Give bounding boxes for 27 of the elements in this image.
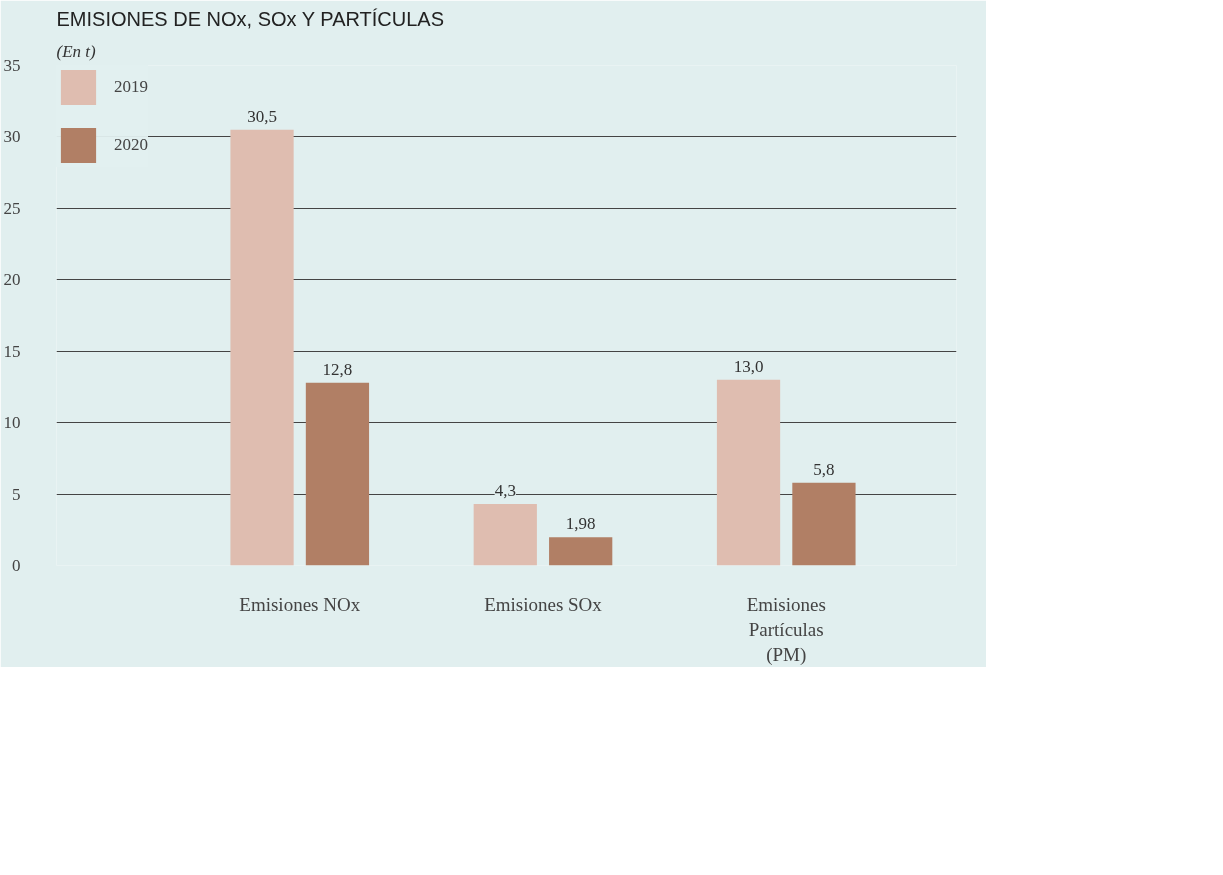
x-tick-label: Emisiones SOx — [484, 593, 603, 615]
bar — [792, 482, 856, 566]
chart-subtitle: (En t) — [56, 41, 97, 61]
chart-title: EMISIONES DE NOx, SOx Y PARTÍCULAS — [56, 7, 445, 30]
bar — [549, 537, 613, 566]
data-label: 4,3 — [494, 481, 516, 501]
y-tick-label: 10 — [3, 413, 21, 433]
legend-label: 2019 — [114, 77, 148, 97]
data-label: 1,98 — [565, 514, 596, 534]
y-tick-label: 20 — [3, 270, 21, 290]
bar — [305, 382, 370, 566]
y-tick-label: 5 — [12, 484, 21, 504]
y-tick-label: 25 — [3, 198, 21, 218]
data-label: 30,5 — [247, 106, 277, 126]
legend-label: 2020 — [114, 135, 148, 155]
y-tick-label: 15 — [3, 341, 21, 361]
bar — [716, 379, 781, 566]
x-tick-label: Emisiones Partículas (PM) — [746, 593, 826, 666]
y-tick-label: 35 — [3, 56, 21, 75]
y-tick-label: 0 — [12, 556, 21, 575]
data-label: 13,0 — [733, 356, 764, 376]
x-tick-label: Emisiones NOx — [239, 593, 361, 615]
y-tick-label: 30 — [3, 127, 21, 147]
data-label: 5,8 — [813, 459, 835, 479]
bar — [473, 504, 537, 566]
data-label: 12,8 — [322, 359, 353, 379]
bar — [230, 129, 294, 566]
